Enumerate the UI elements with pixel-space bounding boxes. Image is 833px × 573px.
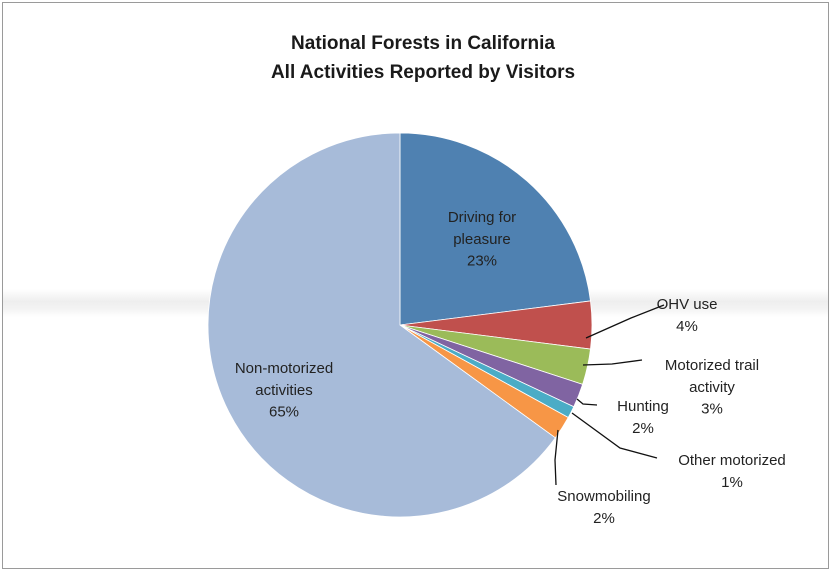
- pie-slices: [207, 132, 593, 518]
- slice-label-2: Motorized trail activity 3%: [665, 357, 759, 418]
- chart-title-line-1: National Forests in California: [291, 33, 555, 54]
- leader-line-5: [554, 429, 559, 486]
- leader-line-3: [576, 398, 598, 406]
- pie-slice-6: [207, 132, 556, 518]
- slice-label-5: Snowmobiling 2%: [557, 488, 650, 527]
- leader-line-1: [585, 304, 665, 339]
- slice-label-6: Non-motorized activities 65%: [235, 360, 333, 421]
- slice-label-4: Other motorized 1%: [678, 452, 786, 491]
- slice-labels: Driving for pleasure 23% OHV use 4% Motorized…: [235, 209, 786, 527]
- slice-label-3: Hunting 2%: [617, 398, 669, 437]
- leader-lines: [554, 304, 665, 486]
- slice-label-0: Driving for pleasure 23%: [448, 209, 516, 270]
- pie-slice-0: [399, 132, 591, 326]
- leader-line-2: [582, 359, 643, 366]
- leader-line-4: [571, 412, 658, 459]
- slice-label-1: OHV use 4%: [657, 296, 718, 335]
- chart-title-line-2: All Activities Reported by Visitors: [271, 62, 575, 83]
